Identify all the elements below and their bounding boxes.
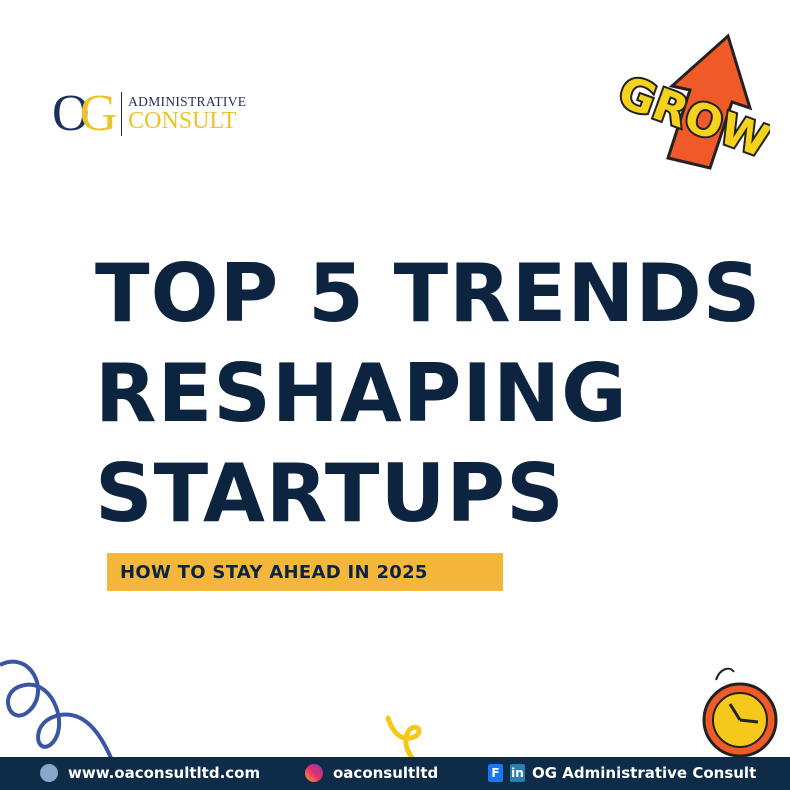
globe-icon	[40, 764, 58, 782]
instagram-link[interactable]: oaconsultltd	[305, 764, 438, 782]
company-logo: OG ADMINISTRATIVE CONSULT	[52, 88, 246, 140]
tagline-text: HOW TO STAY AHEAD IN 2025	[120, 562, 428, 583]
website-link[interactable]: www.oaconsultltd.com	[40, 764, 260, 782]
squiggle-decoration	[385, 715, 422, 762]
logo-line2: CONSULT	[128, 107, 237, 134]
tagline-banner: HOW TO STAY AHEAD IN 2025	[107, 553, 503, 591]
social-links[interactable]: F in OG Administrative Consult	[488, 764, 756, 782]
headline-line-1: TOP 5 TRENDS	[95, 247, 762, 340]
logo-divider	[121, 92, 123, 136]
grow-sticker: GROW	[610, 33, 770, 170]
instagram-icon	[305, 764, 323, 782]
linkedin-icon[interactable]: in	[510, 764, 525, 782]
footer-bar: www.oaconsultltd.com oaconsultltd F in O…	[0, 757, 790, 790]
logo-line1: ADMINISTRATIVE	[128, 94, 247, 110]
logo-monogram: OG	[52, 85, 117, 142]
spiral-decoration	[0, 659, 114, 760]
up-arrow-icon	[666, 33, 753, 170]
alarm-clock-icon	[702, 667, 778, 758]
headline: TOP 5 TRENDS RESHAPING STARTUPS	[95, 244, 761, 544]
facebook-icon[interactable]: F	[488, 764, 503, 782]
headline-line-3: STARTUPS	[95, 447, 565, 540]
headline-line-2: RESHAPING	[95, 347, 628, 440]
